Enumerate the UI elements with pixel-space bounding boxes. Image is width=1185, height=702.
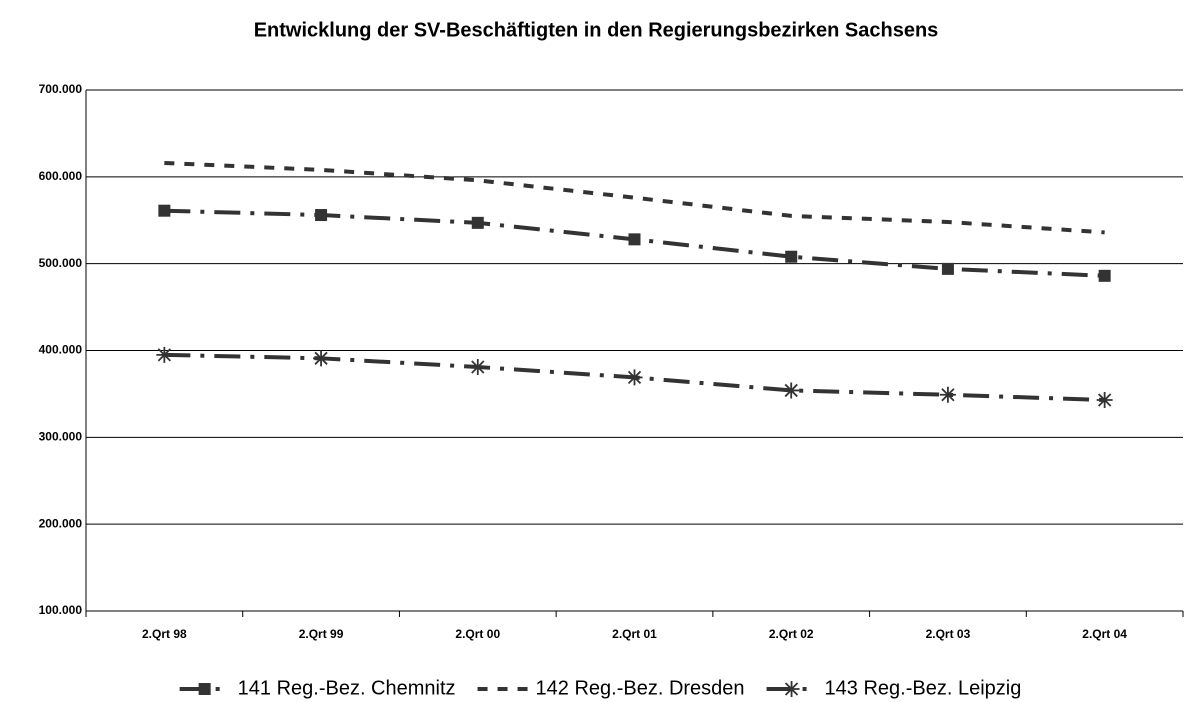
- x-tick-label: 2.Qrt 00: [455, 627, 500, 641]
- marker: [1096, 391, 1113, 408]
- x-tick-label: 2.Qrt 99: [299, 627, 344, 641]
- x-tick-label: 2.Qrt 01: [612, 627, 657, 641]
- marker: [158, 204, 171, 217]
- marker: [1098, 269, 1111, 282]
- marker: [785, 250, 798, 263]
- legend-label: 143 Reg.-Bez. Leipzig: [825, 677, 1022, 699]
- y-tick-label: 500.000: [39, 256, 83, 270]
- y-tick-label: 200.000: [39, 516, 83, 530]
- marker: [626, 369, 643, 386]
- marker: [628, 233, 641, 246]
- marker: [783, 681, 800, 697]
- x-tick-label: 2.Qrt 04: [1082, 627, 1127, 641]
- marker: [315, 209, 328, 222]
- x-tick-label: 2.Qrt 03: [926, 627, 971, 641]
- y-tick-label: 300.000: [39, 430, 83, 444]
- series-line: [164, 160, 1105, 235]
- x-tick-label: 2.Qrt 02: [769, 627, 814, 641]
- y-tick-label: 100.000: [39, 603, 83, 617]
- y-tick-label: 600.000: [39, 169, 83, 183]
- legend: 141 Reg.-Bez. Chemnitz 142 Reg.-Bez. Dres…: [179, 677, 1022, 699]
- legend-label: 142 Reg.-Bez. Dresden: [536, 677, 745, 699]
- marker: [156, 346, 173, 363]
- chart-title: Entwicklung der SV-Beschäftigten in den …: [254, 19, 939, 41]
- marker: [941, 262, 954, 275]
- marker: [939, 386, 956, 403]
- legend-label: 141 Reg.-Bez. Chemnitz: [238, 677, 456, 699]
- marker: [783, 382, 800, 399]
- marker: [471, 216, 484, 229]
- y-tick-label: 400.000: [39, 343, 83, 357]
- marker: [469, 358, 486, 375]
- marker: [313, 350, 330, 367]
- x-tick-label: 2.Qrt 98: [142, 627, 187, 641]
- marker: [198, 683, 211, 695]
- y-tick-label: 700.000: [39, 82, 83, 96]
